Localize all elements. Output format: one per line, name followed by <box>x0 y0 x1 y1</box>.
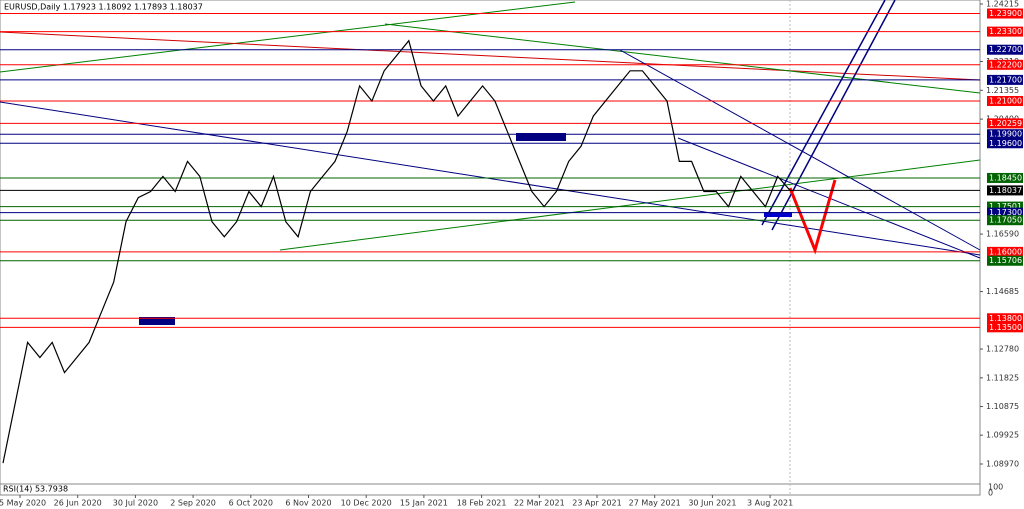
y-tick-label: 1.08970 <box>986 460 1019 469</box>
level-box <box>987 8 1023 19</box>
zone-box <box>139 317 175 325</box>
x-tick-label: 6 Oct 2020 <box>229 499 273 508</box>
level-box <box>987 44 1023 55</box>
x-tick-label: 6 Nov 2020 <box>285 499 331 508</box>
level-label: 1.15706 <box>989 256 1022 265</box>
level-box <box>987 172 1023 183</box>
x-tick-label: 2 Sep 2020 <box>170 499 216 508</box>
level-label: 1.21000 <box>989 97 1022 106</box>
level-label: 1.23900 <box>989 9 1022 18</box>
level-box <box>987 313 1023 324</box>
y-tick-label: 1.24215 <box>986 0 1019 9</box>
y-tick-label: 1.16590 <box>986 230 1019 239</box>
level-box <box>987 201 1023 212</box>
level-label: 1.18037 <box>989 186 1022 195</box>
level-label: 1.17501 <box>989 202 1022 211</box>
level-box <box>987 138 1023 149</box>
level-label: 1.18450 <box>989 173 1022 182</box>
level-box <box>987 129 1023 140</box>
indicator-tick: 0 <box>988 489 993 498</box>
level-label: 1.21700 <box>989 75 1022 84</box>
y-tick-label: 1.21355 <box>986 86 1019 95</box>
y-tick-label: 1.14685 <box>986 287 1019 296</box>
level-label: 1.20259 <box>989 119 1022 128</box>
x-tick-label: 30 Jul 2020 <box>113 499 158 508</box>
level-box <box>987 322 1023 333</box>
level-box <box>987 246 1023 257</box>
y-tick-label: 1.10875 <box>986 402 1019 411</box>
zone-box <box>764 212 792 217</box>
x-tick-label: 15 Jan 2021 <box>400 499 448 508</box>
level-label: 1.16000 <box>989 247 1022 256</box>
level-box <box>987 26 1023 37</box>
level-label: 1.17050 <box>989 216 1022 225</box>
chart-title: EURUSD,Daily 1.17923 1.18092 1.17893 1.1… <box>4 3 203 12</box>
x-tick-label: 27 May 2021 <box>629 499 681 508</box>
indicator-label: RSI(14) 53.7938 <box>3 485 68 494</box>
price-line <box>2 39 791 464</box>
level-box <box>987 118 1023 129</box>
level-label: 1.13800 <box>989 314 1022 323</box>
y-tick-label: 1.09925 <box>986 431 1019 440</box>
level-box <box>987 96 1023 107</box>
forecast-arrow <box>788 179 837 255</box>
x-tick-label: 22 Mar 2021 <box>514 499 565 508</box>
x-tick-label: 30 Jun 2021 <box>688 499 736 508</box>
x-tick-label: 10 Dec 2020 <box>341 499 392 508</box>
trend-lines <box>0 0 981 259</box>
level-label: 1.13500 <box>989 323 1022 332</box>
x-tick-label: 26 Jun 2020 <box>54 499 102 508</box>
level-label: 1.23300 <box>989 27 1022 36</box>
level-box <box>987 74 1023 85</box>
plot-frame <box>0 0 981 496</box>
level-label: 1.19900 <box>989 130 1022 139</box>
x-tick-label: 23 Apr 2021 <box>572 499 621 508</box>
x-tick-label: 25 May 2020 <box>0 499 46 508</box>
x-tick-label: 18 Feb 2021 <box>457 499 507 508</box>
x-tick-label: 3 Aug 2021 <box>747 499 793 508</box>
y-tick-label: 1.11825 <box>986 373 1019 382</box>
zone-box <box>516 133 566 141</box>
y-tick-label: 1.12780 <box>986 345 1019 354</box>
level-label: 1.19600 <box>989 139 1022 148</box>
level-label: 1.17300 <box>989 208 1022 217</box>
indicator-tick: 100 <box>988 483 1003 492</box>
level-box <box>987 185 1023 196</box>
level-label: 1.22200 <box>989 60 1022 69</box>
level-box <box>987 207 1023 218</box>
level-box <box>987 215 1023 226</box>
level-box <box>987 59 1023 70</box>
level-box <box>987 255 1023 266</box>
level-label: 1.22700 <box>989 45 1022 54</box>
